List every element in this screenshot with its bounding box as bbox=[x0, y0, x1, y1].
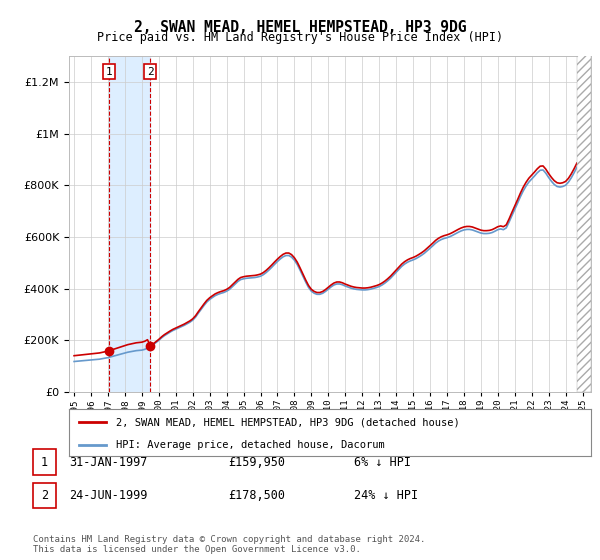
Text: 2: 2 bbox=[41, 489, 48, 502]
Text: 31-JAN-1997: 31-JAN-1997 bbox=[69, 455, 148, 469]
Text: 1: 1 bbox=[41, 455, 48, 469]
Text: £159,950: £159,950 bbox=[228, 455, 285, 469]
Text: 2, SWAN MEAD, HEMEL HEMPSTEAD, HP3 9DG (detached house): 2, SWAN MEAD, HEMEL HEMPSTEAD, HP3 9DG (… bbox=[116, 417, 460, 427]
Text: HPI: Average price, detached house, Dacorum: HPI: Average price, detached house, Daco… bbox=[116, 440, 385, 450]
Text: 6% ↓ HPI: 6% ↓ HPI bbox=[354, 455, 411, 469]
Text: 2, SWAN MEAD, HEMEL HEMPSTEAD, HP3 9DG: 2, SWAN MEAD, HEMEL HEMPSTEAD, HP3 9DG bbox=[134, 20, 466, 35]
Text: 2: 2 bbox=[146, 67, 154, 77]
Text: £178,500: £178,500 bbox=[228, 489, 285, 502]
Text: 24% ↓ HPI: 24% ↓ HPI bbox=[354, 489, 418, 502]
Text: 1: 1 bbox=[106, 67, 113, 77]
Bar bbox=[109, 56, 150, 392]
Text: Contains HM Land Registry data © Crown copyright and database right 2024.
This d: Contains HM Land Registry data © Crown c… bbox=[33, 535, 425, 554]
Text: 24-JUN-1999: 24-JUN-1999 bbox=[69, 489, 148, 502]
Text: Price paid vs. HM Land Registry's House Price Index (HPI): Price paid vs. HM Land Registry's House … bbox=[97, 31, 503, 44]
